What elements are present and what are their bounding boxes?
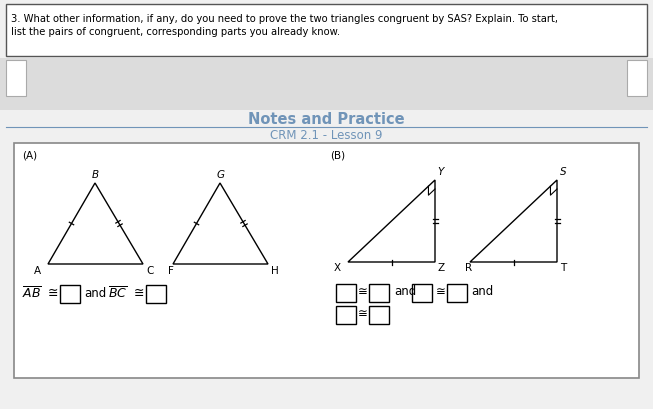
Text: (B): (B)	[330, 150, 345, 160]
FancyBboxPatch shape	[336, 306, 356, 324]
Text: 3. What other information, if any, do you need to prove the two triangles congru: 3. What other information, if any, do yo…	[11, 14, 558, 24]
FancyBboxPatch shape	[369, 284, 389, 302]
Text: CRM 2.1 - Lesson 9: CRM 2.1 - Lesson 9	[270, 129, 382, 142]
Text: X: X	[334, 263, 341, 273]
FancyBboxPatch shape	[60, 285, 80, 303]
FancyBboxPatch shape	[412, 284, 432, 302]
FancyBboxPatch shape	[336, 284, 356, 302]
Text: Z: Z	[438, 263, 445, 273]
FancyBboxPatch shape	[146, 285, 166, 303]
Text: S: S	[560, 167, 567, 177]
FancyBboxPatch shape	[447, 284, 467, 302]
FancyBboxPatch shape	[6, 60, 26, 96]
Text: B: B	[92, 170, 99, 180]
Text: list the pairs of congruent, corresponding parts you already know.: list the pairs of congruent, correspondi…	[11, 27, 340, 37]
Text: (A): (A)	[22, 150, 37, 160]
Text: C: C	[146, 266, 153, 276]
Text: ≅: ≅	[48, 287, 59, 300]
Text: G: G	[217, 170, 225, 180]
Text: and: and	[84, 287, 106, 300]
FancyBboxPatch shape	[0, 58, 653, 110]
Text: F: F	[168, 266, 174, 276]
Text: Notes and Practice: Notes and Practice	[247, 112, 404, 127]
Text: H: H	[271, 266, 279, 276]
Text: $\overline{BC}$: $\overline{BC}$	[108, 286, 127, 301]
FancyBboxPatch shape	[369, 306, 389, 324]
FancyBboxPatch shape	[6, 4, 647, 56]
Text: ≅: ≅	[358, 307, 368, 320]
Text: Y: Y	[437, 167, 443, 177]
FancyBboxPatch shape	[14, 143, 639, 378]
Text: R: R	[465, 263, 472, 273]
Text: and: and	[394, 285, 416, 298]
Text: T: T	[560, 263, 566, 273]
Text: ≅: ≅	[358, 285, 368, 298]
Text: $\overline{AB}$: $\overline{AB}$	[22, 286, 42, 301]
FancyBboxPatch shape	[627, 60, 647, 96]
Text: ≅: ≅	[436, 285, 446, 298]
Text: ≅: ≅	[134, 287, 144, 300]
Text: and: and	[471, 285, 493, 298]
Text: A: A	[34, 266, 41, 276]
